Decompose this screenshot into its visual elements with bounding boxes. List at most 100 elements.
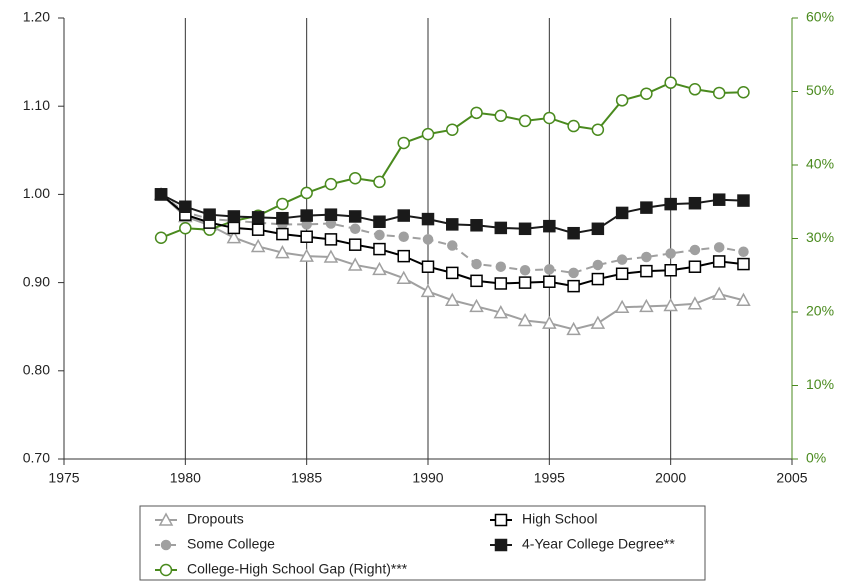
point (641, 251, 652, 263)
point (518, 114, 532, 128)
point (179, 221, 192, 235)
point (227, 221, 241, 235)
point (542, 315, 557, 329)
point (493, 305, 509, 319)
legend-marker (160, 539, 172, 551)
point (738, 246, 749, 257)
point (616, 254, 628, 265)
y2-tick-label: 10% (806, 376, 834, 392)
point (374, 229, 385, 241)
point (373, 175, 386, 189)
point (712, 86, 726, 100)
y-tick-label: 0.90 (23, 273, 50, 289)
point (712, 255, 726, 268)
point (154, 188, 168, 201)
point (397, 249, 410, 263)
point (615, 206, 629, 220)
point (348, 238, 362, 251)
point (276, 197, 289, 211)
point (324, 177, 338, 191)
point (471, 258, 482, 270)
point (713, 242, 725, 253)
point (640, 87, 653, 100)
legend-box (139, 505, 706, 581)
point (737, 85, 750, 99)
point (324, 208, 338, 221)
point (276, 227, 289, 241)
point (591, 222, 605, 236)
point (567, 226, 580, 240)
point (179, 200, 192, 213)
point (251, 223, 265, 236)
point (640, 201, 653, 214)
point (736, 292, 751, 306)
y2-tick-label: 0% (806, 450, 826, 466)
point (300, 230, 313, 243)
point (543, 275, 556, 288)
point (397, 209, 410, 222)
point (494, 109, 508, 123)
legend-label: Some College (187, 536, 275, 552)
point (469, 298, 484, 313)
y-tick-label: 0.80 (23, 362, 50, 378)
point (494, 221, 508, 235)
legend-marker (159, 563, 173, 577)
point (518, 276, 532, 289)
point (639, 298, 654, 313)
point (300, 209, 313, 222)
y2-tick-label: 30% (806, 229, 834, 245)
point (590, 315, 606, 329)
point (737, 194, 750, 207)
point (396, 270, 411, 284)
point (519, 265, 531, 276)
point (663, 297, 678, 312)
point (665, 248, 676, 259)
y-tick-label: 1.00 (23, 185, 50, 201)
y-tick-label: 1.20 (23, 9, 50, 25)
x-tick-label: 1990 (412, 470, 443, 486)
point (591, 272, 605, 286)
series-line (160, 81, 744, 239)
point (447, 240, 458, 251)
point (203, 208, 216, 221)
point (495, 261, 507, 272)
x-tick-label: 2000 (655, 470, 686, 486)
point (276, 211, 289, 225)
point (687, 296, 703, 310)
point (349, 223, 361, 235)
point (421, 260, 435, 273)
point (227, 210, 241, 223)
point (348, 210, 362, 223)
point (615, 94, 629, 107)
point (568, 267, 579, 279)
point (494, 277, 508, 290)
point (517, 312, 533, 327)
point (470, 219, 483, 232)
point (372, 261, 387, 276)
x-tick-label: 1995 (534, 470, 565, 486)
x-tick-label: 1975 (48, 470, 79, 486)
point (446, 218, 459, 231)
point (664, 197, 677, 211)
y2-tick-label: 40% (806, 156, 834, 172)
point (566, 321, 581, 336)
point (664, 76, 677, 89)
point (446, 266, 459, 280)
point (592, 259, 604, 271)
point (470, 106, 483, 120)
point (737, 257, 750, 271)
point (711, 286, 727, 300)
y-tick-label: 0.70 (23, 450, 50, 466)
point (543, 111, 556, 125)
point (299, 248, 314, 262)
y2-tick-label: 20% (806, 303, 834, 319)
y2-tick-label: 50% (806, 82, 834, 98)
point (614, 299, 630, 314)
point (300, 186, 313, 200)
point (251, 211, 265, 224)
point (615, 267, 629, 281)
point (421, 212, 435, 226)
point (567, 279, 580, 293)
point (323, 249, 339, 263)
